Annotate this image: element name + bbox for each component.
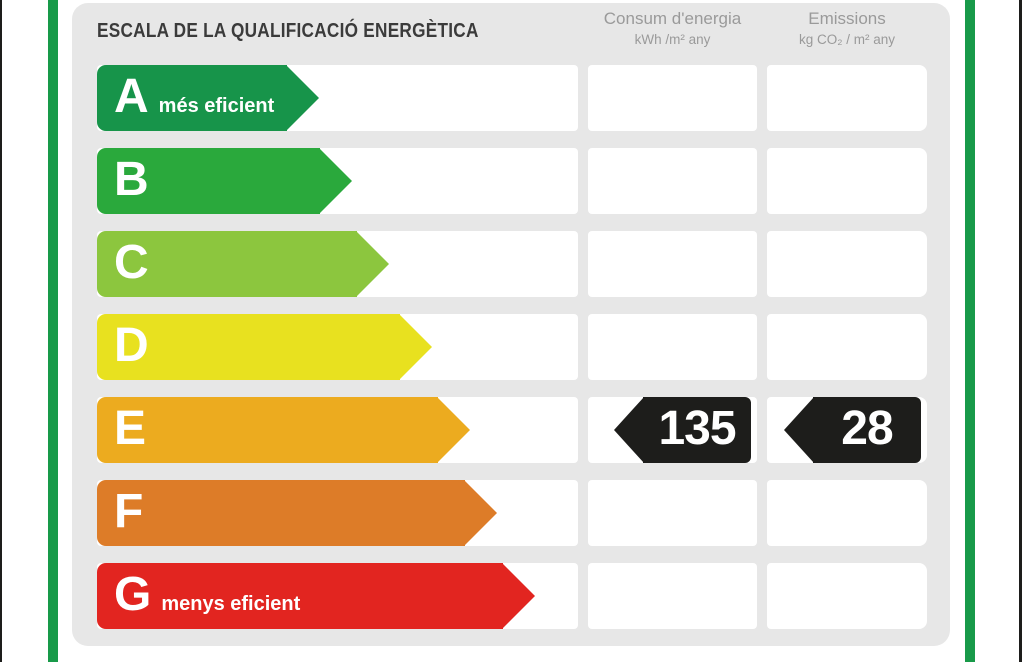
- scale-cell: D: [97, 314, 578, 380]
- consumption-header-units: kWh /m² any: [634, 32, 711, 47]
- rating-arrow-tip-icon: [502, 563, 535, 629]
- rating-row: C: [97, 231, 927, 297]
- rating-arrow: C: [97, 231, 389, 297]
- emissions-cell: [767, 563, 927, 629]
- badge-left-arrow-icon: [784, 397, 814, 463]
- consumption-value: 135: [643, 397, 751, 463]
- rating-arrow-body: F: [97, 480, 465, 546]
- rating-row: D: [97, 314, 927, 380]
- emissions-cell: [767, 314, 927, 380]
- green-stripe-right: [965, 0, 975, 662]
- rating-arrow-body: D: [97, 314, 400, 380]
- consumption-column-header: Consum d'energia kWh /m² any: [588, 9, 757, 47]
- consumption-cell: [588, 314, 757, 380]
- emissions-header-title: Emissions: [808, 9, 886, 28]
- grade-letter: D: [114, 319, 149, 372]
- grade-letter: F: [114, 485, 144, 538]
- rating-arrow-tip-icon: [319, 148, 352, 214]
- rating-arrow: F: [97, 480, 497, 546]
- certificate-panel: ESCALA DE LA QUALIFICACIÓ ENERGÈTICA Con…: [72, 3, 950, 646]
- consumption-cell: [588, 65, 757, 131]
- consumption-cell: [588, 231, 757, 297]
- rating-arrow-body: C: [97, 231, 357, 297]
- consumption-cell: [588, 563, 757, 629]
- efficiency-note: més eficient: [158, 95, 275, 117]
- page-title: ESCALA DE LA QUALIFICACIÓ ENERGÈTICA: [97, 20, 479, 42]
- emissions-value: 28: [813, 397, 921, 463]
- rating-arrow-tip-icon: [399, 314, 432, 380]
- scale-cell: C: [97, 231, 578, 297]
- rating-arrow-body: E: [97, 397, 438, 463]
- rating-arrow: D: [97, 314, 432, 380]
- green-stripe-left: [48, 0, 58, 662]
- emissions-header-units: kg CO₂ / m² any: [798, 32, 895, 47]
- grade-letter: G: [114, 568, 152, 621]
- rating-row: E 135 28: [97, 397, 927, 463]
- efficiency-note: menys eficient: [161, 593, 301, 615]
- emissions-column-header: Emissions kg CO₂ / m² any: [767, 9, 927, 47]
- consumption-cell: 135: [588, 397, 757, 463]
- right-border-line: [1019, 0, 1022, 662]
- emissions-cell: [767, 65, 927, 131]
- rating-arrow: B: [97, 148, 352, 214]
- scale-cell: E: [97, 397, 578, 463]
- grade-letter: B: [114, 153, 149, 206]
- rating-row: F: [97, 480, 927, 546]
- emissions-cell: [767, 231, 927, 297]
- scale-cell: B: [97, 148, 578, 214]
- left-border-line: [0, 0, 2, 662]
- emissions-cell: 28: [767, 397, 927, 463]
- emissions-badge: 28: [784, 397, 921, 463]
- grade-letter: E: [114, 402, 147, 455]
- grade-letter: A: [114, 70, 149, 123]
- rating-arrow-tip-icon: [464, 480, 497, 546]
- consumption-cell: [588, 148, 757, 214]
- rating-arrow: E: [97, 397, 470, 463]
- scale-cell: F: [97, 480, 578, 546]
- badge-left-arrow-icon: [614, 397, 644, 463]
- rating-arrow-tip-icon: [437, 397, 470, 463]
- rating-arrow-body: B: [97, 148, 320, 214]
- emissions-cell: [767, 148, 927, 214]
- emissions-cell: [767, 480, 927, 546]
- rating-arrow-tip-icon: [356, 231, 389, 297]
- consumption-badge: 135: [614, 397, 751, 463]
- rating-arrow-tip-icon: [286, 65, 319, 131]
- grade-letter: C: [114, 236, 149, 289]
- rating-row: B: [97, 148, 927, 214]
- consumption-cell: [588, 480, 757, 546]
- consumption-header-title: Consum d'energia: [603, 9, 742, 28]
